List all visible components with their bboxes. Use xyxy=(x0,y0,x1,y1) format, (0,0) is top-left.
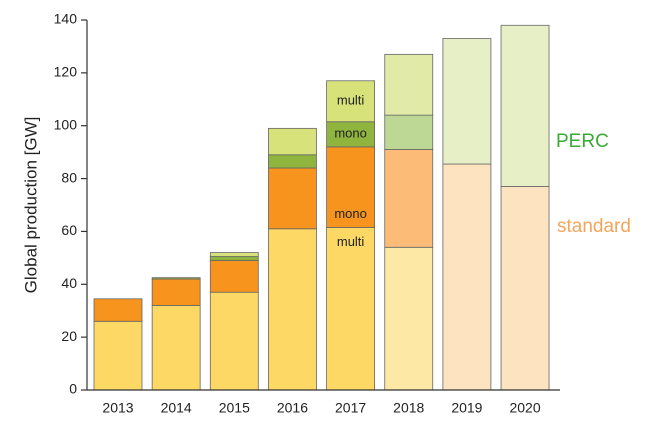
bar-segment xyxy=(500,186,550,391)
y-tick-label: 20 xyxy=(61,328,77,344)
bar-segment xyxy=(384,246,434,391)
bar-segment xyxy=(151,277,201,280)
bar-segment xyxy=(442,163,492,391)
bar-segment xyxy=(209,260,259,293)
y-tick-label: 40 xyxy=(61,275,77,291)
bar-segment xyxy=(326,80,376,123)
bar-segment xyxy=(500,24,550,187)
legend-label: standard xyxy=(557,216,631,237)
x-tick-label: 2018 xyxy=(393,400,424,416)
segment-label: mono xyxy=(334,206,367,221)
y-tick-label: 120 xyxy=(54,64,78,80)
y-tick-label: 80 xyxy=(61,169,77,185)
bar-segment xyxy=(326,227,376,391)
bar-segment xyxy=(93,298,143,322)
x-tick-label: 2014 xyxy=(161,400,192,416)
bar-segment xyxy=(209,256,259,261)
y-tick-label: 140 xyxy=(54,11,78,27)
segment-label: mono xyxy=(334,126,367,141)
bar-segment xyxy=(268,127,317,156)
bar-segment xyxy=(151,278,201,306)
bar-segment xyxy=(384,149,434,248)
x-tick-label: 2020 xyxy=(509,400,540,416)
y-tick-label: 100 xyxy=(54,116,78,132)
bar-segment xyxy=(326,121,376,148)
x-tick-label: 2019 xyxy=(451,400,482,416)
bar-segment xyxy=(209,291,259,391)
segment-label: multi xyxy=(337,234,365,249)
bar-segment xyxy=(326,146,376,228)
bar-segment xyxy=(268,154,317,169)
bar-segment xyxy=(384,53,434,116)
bar-segment xyxy=(268,167,317,230)
x-tick-label: 2016 xyxy=(277,400,308,416)
segment-label: multi xyxy=(337,93,365,108)
y-tick-label: 0 xyxy=(69,381,77,397)
x-tick-label: 2015 xyxy=(219,400,250,416)
y-axis-label: Global production [GW] xyxy=(21,117,40,294)
legend-label: PERC xyxy=(556,131,609,152)
bar-segment xyxy=(442,38,492,165)
bar-segment xyxy=(151,305,201,391)
bar-segment xyxy=(209,252,259,257)
y-tick-label: 60 xyxy=(61,222,77,238)
bar-segment xyxy=(268,228,317,391)
x-tick-label: 2013 xyxy=(102,400,133,416)
bar-segment xyxy=(384,114,434,150)
bar-segment xyxy=(93,320,143,391)
x-tick-label: 2017 xyxy=(335,400,366,416)
